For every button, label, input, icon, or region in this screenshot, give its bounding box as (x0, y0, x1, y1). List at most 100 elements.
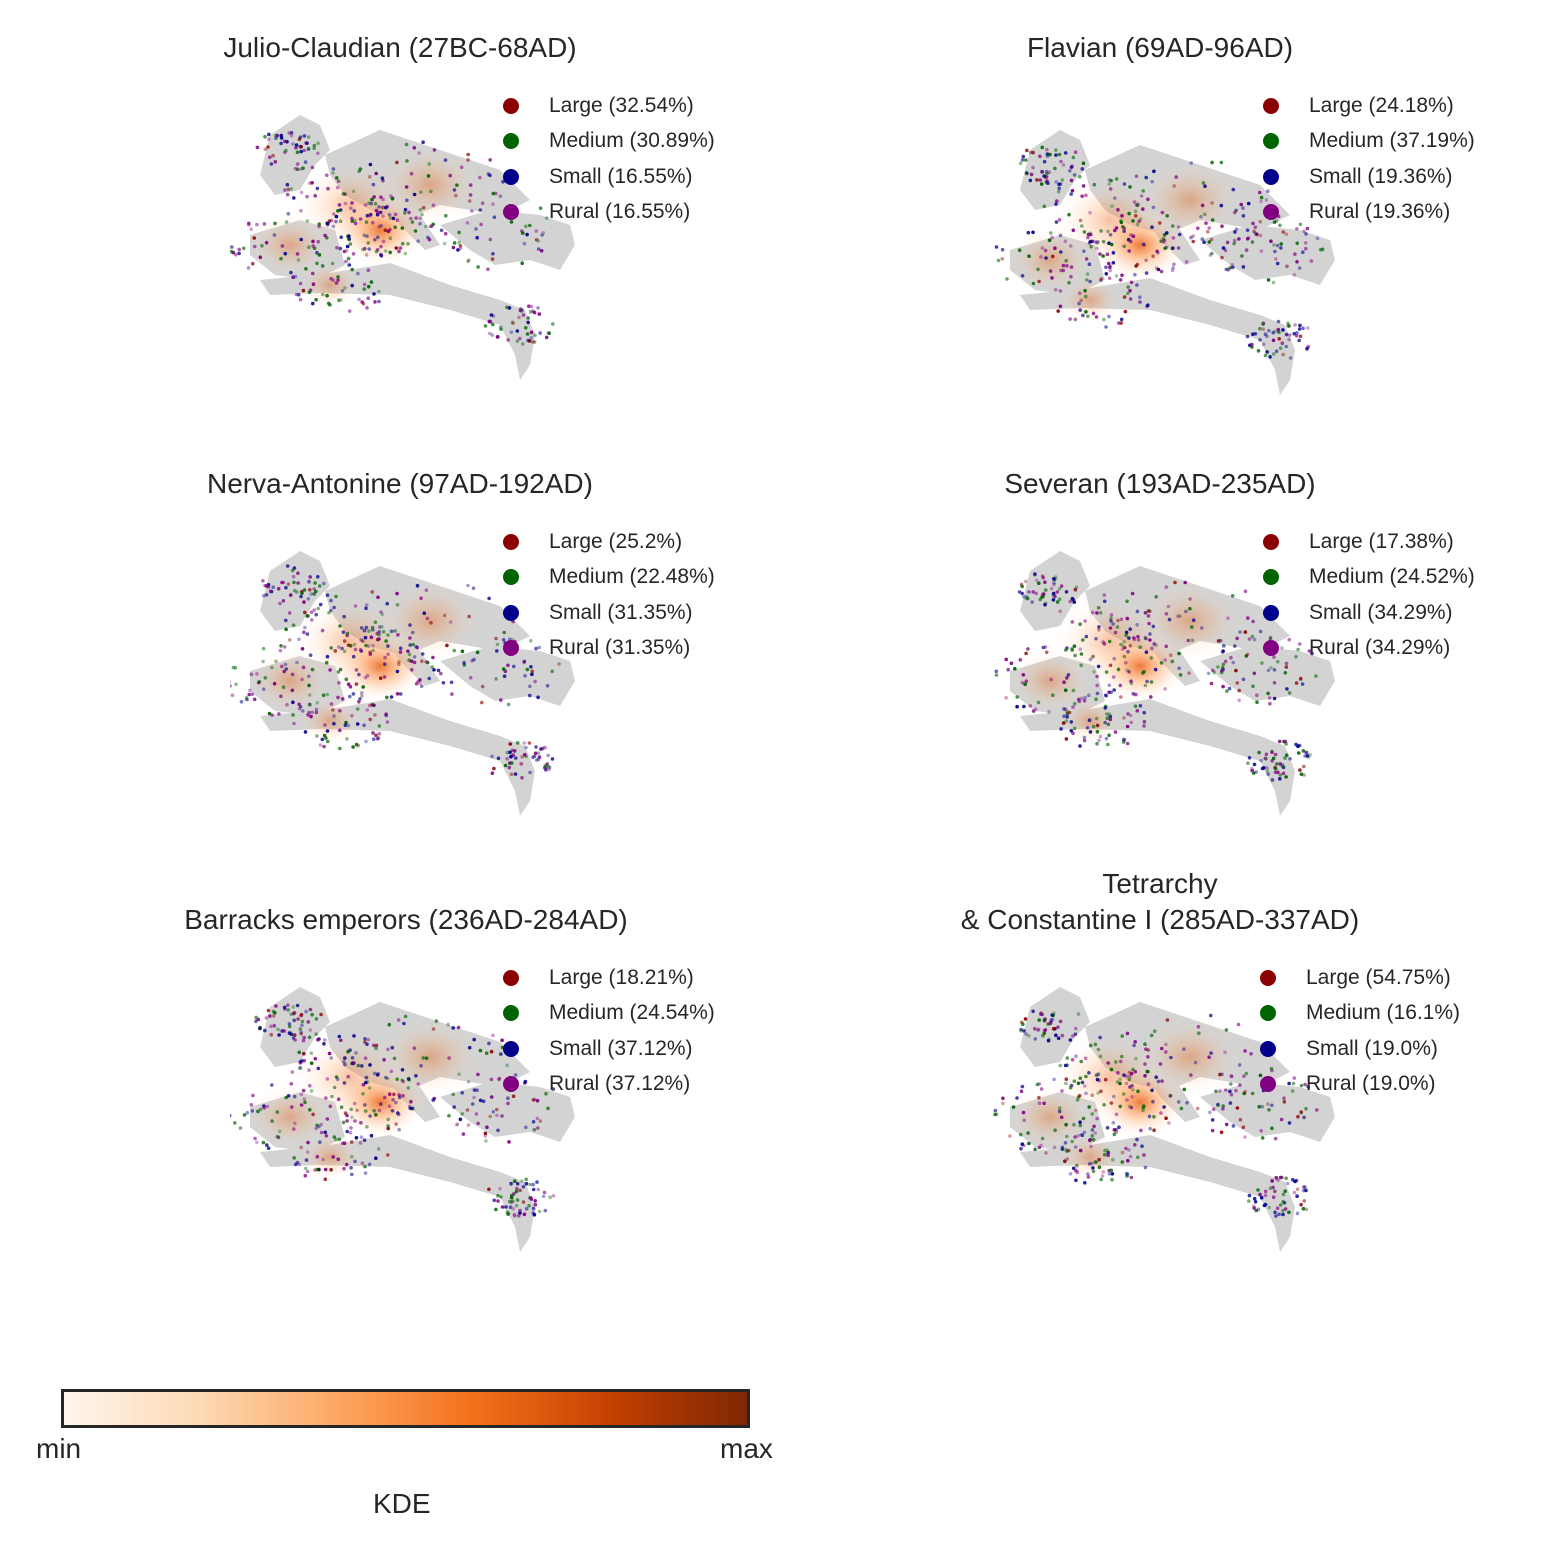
settlement-point (1105, 1126, 1110, 1130)
settlement-point (1052, 1077, 1056, 1082)
settlement-point (1064, 719, 1069, 723)
settlement-point (1017, 248, 1022, 252)
settlement-point (1309, 259, 1314, 263)
settlement-point (395, 218, 400, 222)
settlement-point (349, 1126, 353, 1130)
settlement-point (1102, 1103, 1106, 1107)
settlement-point (309, 592, 313, 596)
settlement-point (1049, 1018, 1053, 1022)
settlement-point (1229, 1092, 1234, 1097)
settlement-point (520, 261, 524, 265)
settlement-point (1095, 723, 1100, 728)
settlement-point (344, 1162, 349, 1167)
panel-title: Barracks emperors (236AD-284AD) (184, 904, 628, 935)
settlement-point (300, 709, 305, 713)
settlement-point (536, 1187, 540, 1192)
settlement-point (1270, 1179, 1274, 1183)
settlement-point (406, 242, 410, 246)
settlement-point (296, 1017, 300, 1021)
settlement-point (289, 1032, 294, 1037)
settlement-point (299, 144, 303, 149)
settlement-point (540, 746, 545, 751)
settlement-point (1078, 1123, 1083, 1128)
settlement-point (1302, 1185, 1306, 1189)
settlement-point (1054, 202, 1058, 206)
settlement-point (258, 255, 263, 259)
settlement-point (1026, 647, 1030, 651)
settlement-point (1064, 1147, 1068, 1152)
settlement-point (361, 639, 365, 643)
settlement-point (1235, 636, 1239, 641)
settlement-point (272, 233, 277, 237)
settlement-point (1133, 209, 1138, 214)
settlement-point (1256, 349, 1261, 353)
legend-marker-rural (503, 640, 519, 657)
settlement-point (1229, 655, 1233, 660)
settlement-point (526, 338, 530, 343)
settlement-point (536, 247, 541, 251)
settlement-point (1263, 353, 1268, 358)
settlement-point (1097, 1157, 1101, 1162)
settlement-point (496, 1193, 500, 1198)
settlement-point (1136, 1089, 1140, 1094)
settlement-point (1101, 239, 1106, 244)
settlement-point (230, 1113, 232, 1118)
settlement-point (1150, 1088, 1154, 1093)
map-roman-empire (993, 987, 1335, 1252)
settlement-point (1220, 668, 1224, 673)
landmass-4 (440, 1082, 575, 1142)
settlement-point (1051, 254, 1055, 259)
settlement-point (303, 1100, 307, 1105)
settlement-point (1132, 200, 1137, 204)
settlement-point (269, 1032, 273, 1037)
settlement-point (1088, 210, 1092, 215)
settlement-point (362, 233, 367, 238)
map-roman-empire (230, 551, 575, 816)
settlement-point (512, 664, 516, 669)
settlement-point (1138, 300, 1142, 304)
settlement-point (1022, 1029, 1026, 1033)
settlement-point (1090, 1112, 1095, 1116)
settlement-point (1065, 1157, 1069, 1161)
settlement-point (1090, 655, 1095, 659)
settlement-point (324, 660, 329, 665)
settlement-point (307, 674, 311, 679)
settlement-point (374, 1046, 378, 1050)
settlement-point (374, 1156, 378, 1160)
settlement-point (506, 663, 510, 668)
settlement-point (1106, 261, 1111, 266)
settlement-point (436, 668, 441, 673)
settlement-point (1020, 584, 1024, 589)
settlement-point (415, 645, 419, 650)
settlement-point (291, 713, 295, 717)
settlement-point (419, 190, 423, 194)
settlement-point (1276, 327, 1281, 332)
settlement-point (1209, 1051, 1213, 1055)
settlement-point (1033, 572, 1037, 576)
settlement-point (432, 668, 436, 672)
settlement-point (1039, 255, 1043, 259)
settlement-point (298, 145, 302, 149)
settlement-point (1033, 1037, 1038, 1041)
legend-marker-small (1260, 1040, 1276, 1057)
settlement-point (1202, 240, 1206, 244)
settlement-point (536, 757, 541, 762)
settlement-point (1022, 1143, 1026, 1148)
settlement-point (1297, 743, 1302, 748)
settlement-point (1126, 1158, 1130, 1163)
settlement-point (285, 564, 290, 568)
settlement-point (487, 1041, 491, 1046)
settlement-point (1252, 1206, 1256, 1210)
settlement-point (316, 1037, 320, 1042)
settlement-point (1243, 1049, 1247, 1053)
settlement-point (478, 175, 482, 180)
settlement-point (1040, 1136, 1045, 1141)
settlement-point (1027, 254, 1031, 258)
settlement-point (466, 259, 470, 264)
settlement-point (347, 263, 352, 267)
settlement-point (352, 209, 357, 213)
settlement-point (364, 1075, 369, 1080)
settlement-point (261, 1140, 266, 1145)
settlement-point (1073, 317, 1078, 322)
settlement-point (309, 1061, 314, 1065)
